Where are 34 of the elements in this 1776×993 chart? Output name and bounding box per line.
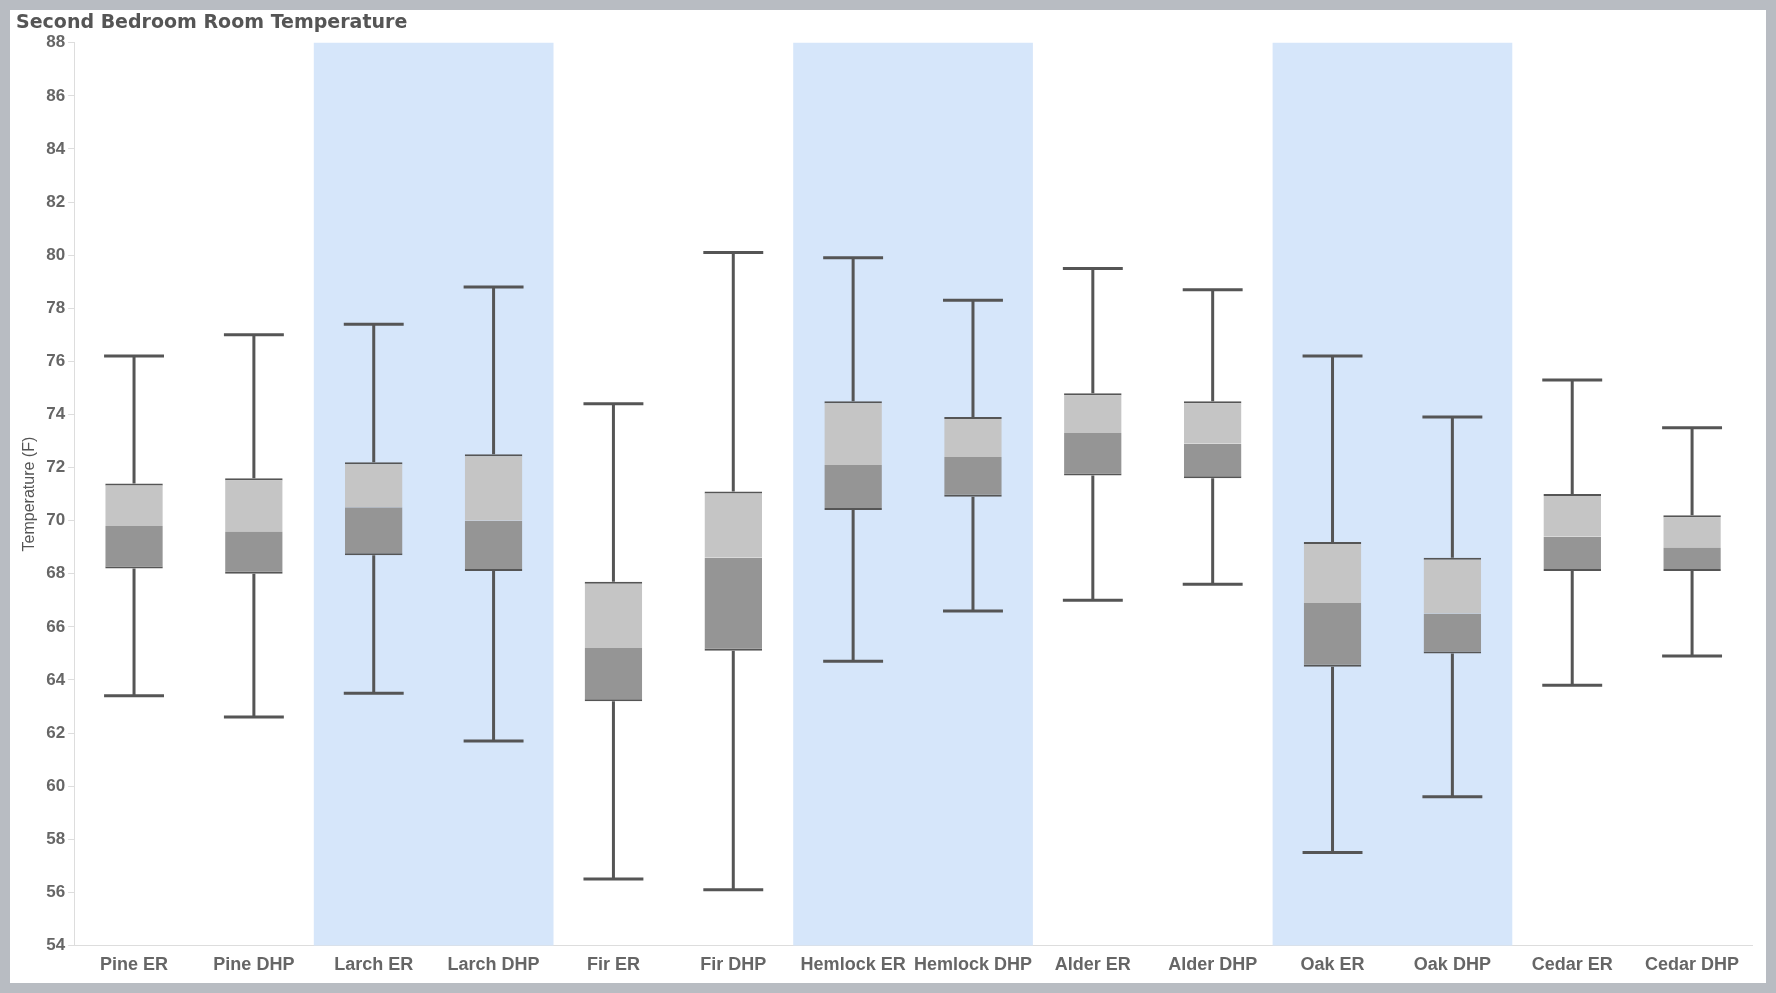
x-tick-label: Cedar ER bbox=[1531, 954, 1613, 975]
x-tick-label: Oak ER bbox=[1300, 954, 1365, 975]
y-tick-label: 60 bbox=[46, 775, 66, 795]
y-tick-label: 76 bbox=[46, 351, 66, 371]
y-tick-label: 82 bbox=[46, 191, 66, 211]
y-tick-label: 64 bbox=[46, 669, 66, 689]
x-tick-label: Larch ER bbox=[334, 954, 414, 975]
y-tick-label: 66 bbox=[46, 616, 66, 636]
x-tick-label: Pine DHP bbox=[213, 954, 295, 975]
x-tick-label: Larch DHP bbox=[447, 954, 540, 975]
x-tick-label: Fir ER bbox=[586, 954, 640, 975]
chart-title: Second Bedroom Room Temperature bbox=[16, 10, 408, 33]
x-tick-label: Pine ER bbox=[100, 954, 169, 975]
x-tick-label: Oak DHP bbox=[1413, 954, 1491, 975]
y-tick-label: 58 bbox=[46, 828, 66, 848]
y-tick-label: 78 bbox=[46, 297, 66, 317]
y-tick-label: 72 bbox=[46, 457, 66, 477]
x-tick-label: Alder ER bbox=[1054, 954, 1131, 975]
y-tick-label: 68 bbox=[46, 563, 66, 583]
y-tick-label: 86 bbox=[46, 85, 66, 105]
x-tick-label: Cedar DHP bbox=[1645, 954, 1740, 975]
y-tick-label: 62 bbox=[46, 722, 66, 742]
y-tick-label: 56 bbox=[46, 881, 66, 901]
x-tick-label: Alder DHP bbox=[1168, 954, 1258, 975]
y-tick-label: 88 bbox=[46, 32, 66, 52]
y-tick-label: 54 bbox=[46, 935, 66, 955]
y-tick-label: 80 bbox=[46, 244, 66, 264]
y-axis-title: Temperature (F) bbox=[20, 436, 38, 552]
y-tick-label: 84 bbox=[46, 138, 66, 158]
x-tick-label: Hemlock DHP bbox=[913, 954, 1032, 975]
x-tick-label: Hemlock ER bbox=[800, 954, 906, 975]
x-tick-label: Fir DHP bbox=[700, 954, 767, 975]
y-tick-label: 70 bbox=[46, 510, 66, 530]
y-tick-label: 74 bbox=[46, 404, 66, 424]
